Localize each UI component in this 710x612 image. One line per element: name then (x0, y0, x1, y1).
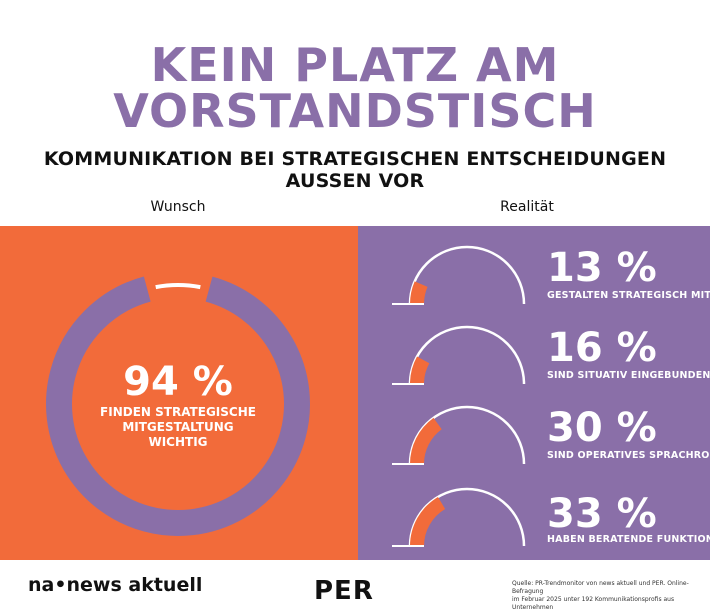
donut-slice-main (46, 272, 310, 536)
reality-gauges (392, 245, 526, 547)
gauge-label-2: SIND SITUATIV EINGEBUNDEN (547, 370, 710, 381)
gauge-fill-3 (410, 417, 442, 464)
per-logo: PER (314, 576, 374, 606)
donut-value: 94 % (123, 359, 233, 405)
gauge-fill-2 (410, 356, 430, 384)
title-line-1: KEIN PLATZ AM (150, 38, 560, 92)
gauge-label-4: HABEN BERATENDE FUNKTION (547, 534, 710, 545)
gauge-value-4: 33 % (547, 491, 657, 537)
title-line-2: VORSTANDSTISCH (113, 84, 597, 138)
subtitle: KOMMUNIKATION BEI STRATEGISCHEN ENTSCHEI… (43, 148, 667, 192)
wish-column-label: Wunsch (150, 199, 206, 215)
source-note: Quelle: PR-Trendmonitor von news aktuell… (512, 580, 702, 612)
gauge-track-2 (408, 325, 526, 385)
gauge-label-3: SIND OPERATIVES SPRACHROHR (547, 450, 710, 461)
gauge-fill-4 (410, 496, 446, 546)
reality-panel (358, 226, 710, 560)
gauge-fill-1 (410, 281, 428, 304)
gauge-label-1: GESTALTEN STRATEGISCH MIT (547, 290, 710, 301)
donut-description-line-1: FINDEN STRATEGISCHE (100, 405, 256, 419)
gauge-track-1 (408, 245, 526, 305)
donut-slice-rest (57, 283, 299, 525)
gauge-value-3: 30 % (547, 405, 657, 451)
wish-donut-chart (46, 272, 310, 536)
donut-description: FINDEN STRATEGISCHE MITGESTALTUNG WICHTI… (98, 405, 258, 450)
gauge-value-2: 16 % (547, 325, 657, 371)
donut-description-line-2: MITGESTALTUNG WICHTIG (122, 420, 234, 449)
news-aktuell-logo: na•news aktuell (28, 574, 203, 596)
source-line-1: Quelle: PR-Trendmonitor von news aktuell… (512, 580, 689, 595)
gauge-value-1: 13 % (547, 245, 657, 291)
source-line-2: im Februar 2025 unter 192 Kommunikations… (512, 596, 675, 611)
reality-column-label: Realität (500, 199, 554, 215)
